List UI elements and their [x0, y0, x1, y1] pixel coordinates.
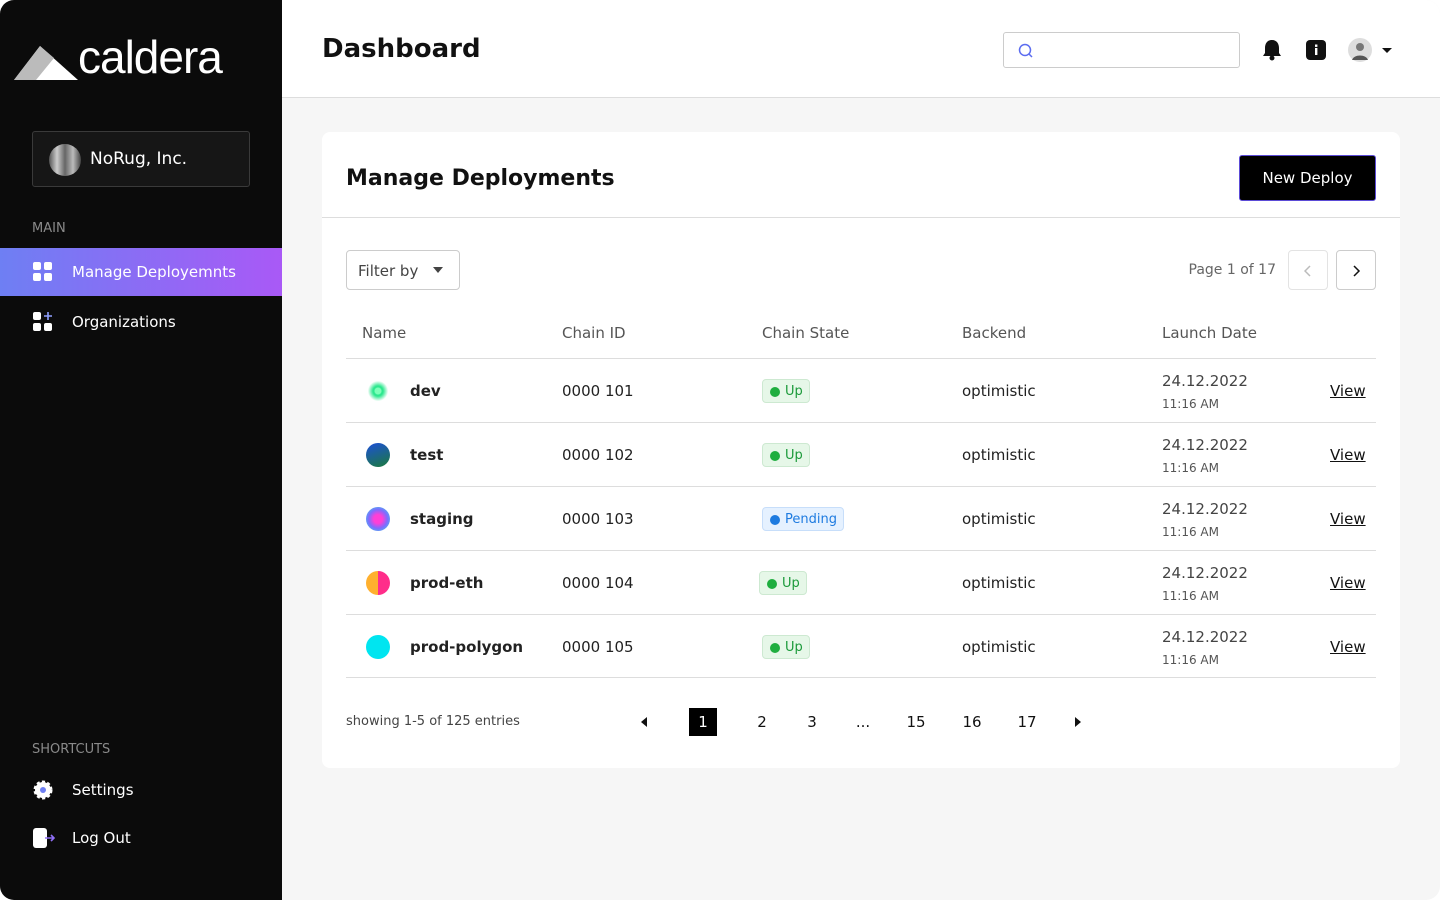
- launch-date: 24.12.2022: [1162, 372, 1248, 390]
- table-row: test 0000 102 Up optimistic 24.12.2022 11:16 …: [346, 422, 1376, 486]
- backend: optimistic: [962, 510, 1036, 528]
- page-number[interactable]: 15: [906, 713, 926, 731]
- logo-icon: [14, 46, 78, 80]
- chain-icon: [366, 443, 390, 467]
- section-label: SHORTCUTS: [32, 742, 111, 757]
- nav-item[interactable]: Organizations: [0, 298, 282, 346]
- nav-label: Organizations: [72, 313, 176, 331]
- chain-id: 0000 102: [562, 446, 634, 464]
- chain-id: 0000 104: [562, 574, 634, 592]
- deployment-name: prod-polygon: [410, 638, 524, 656]
- launch-date: 24.12.2022: [1162, 628, 1248, 646]
- launch-date: 24.12.2022: [1162, 436, 1248, 454]
- entries-summary: showing 1-5 of 125 entries: [346, 714, 520, 729]
- status-dot: [770, 387, 780, 397]
- prev-page-button[interactable]: [1288, 250, 1328, 290]
- nav-label: Settings: [72, 781, 134, 799]
- deployment-name: test: [410, 446, 444, 464]
- logo[interactable]: caldera: [78, 31, 223, 83]
- section-label: MAIN: [32, 221, 66, 236]
- divider: [346, 677, 1376, 678]
- table-row: staging 0000 103 Pending optimistic 24.12.20…: [346, 486, 1376, 550]
- page-info: Page 1 of 17: [1188, 262, 1276, 278]
- org-avatar: [49, 144, 81, 176]
- deployment-name: dev: [410, 382, 441, 400]
- nav-item[interactable]: Log Out: [0, 814, 282, 862]
- page-number[interactable]: 1: [689, 708, 717, 736]
- table-row: dev 0000 101 Up optimistic 24.12.2022 11:16 A…: [346, 358, 1376, 422]
- search-box[interactable]: [1003, 32, 1240, 68]
- filter-label: Filter by: [358, 262, 419, 280]
- chain-icon: [366, 379, 390, 403]
- table-row: prod-eth 0000 104 Up optimistic 24.12.2022 11…: [346, 550, 1376, 614]
- info-icon[interactable]: [1306, 40, 1326, 60]
- chain-id: 0000 105: [562, 638, 634, 656]
- status-dot: [770, 515, 780, 525]
- backend: optimistic: [962, 382, 1036, 400]
- org-switcher[interactable]: NoRug, Inc.: [32, 131, 250, 187]
- user-menu[interactable]: [1348, 38, 1396, 62]
- divider: [322, 217, 1400, 218]
- table-row: prod-polygon 0000 105 Up optimistic 24.12.20…: [346, 614, 1376, 678]
- launch-time: 11:16 AM: [1162, 397, 1219, 411]
- header: Dashboard: [282, 0, 1440, 98]
- new-deploy-button[interactable]: New Deploy: [1239, 155, 1376, 201]
- backend: optimistic: [962, 446, 1036, 464]
- column-header: Chain ID: [562, 324, 626, 342]
- state-badge: Up: [762, 379, 810, 403]
- page-number[interactable]: 2: [757, 713, 767, 731]
- page-number[interactable]: 3: [807, 713, 817, 731]
- column-header: Name: [362, 324, 407, 342]
- view-link[interactable]: View: [1330, 446, 1366, 464]
- deployment-name: staging: [410, 510, 474, 528]
- filter-dropdown[interactable]: Filter by: [346, 250, 460, 290]
- column-header: Launch Date: [1162, 324, 1257, 342]
- state-badge: Pending: [762, 507, 844, 531]
- pagination-prev[interactable]: [640, 716, 648, 728]
- view-link[interactable]: View: [1330, 510, 1366, 528]
- launch-time: 11:16 AM: [1162, 653, 1219, 667]
- launch-date: 24.12.2022: [1162, 564, 1248, 582]
- status-dot: [767, 579, 777, 589]
- launch-time: 11:16 AM: [1162, 525, 1219, 539]
- launch-time: 11:16 AM: [1162, 461, 1219, 475]
- chain-icon: [366, 635, 390, 659]
- next-page-button[interactable]: [1336, 250, 1376, 290]
- chain-icon: [366, 507, 390, 531]
- org-name: NoRug, Inc.: [90, 149, 188, 169]
- panel-title: Manage Deployments: [346, 166, 615, 191]
- state-badge: Up: [762, 635, 810, 659]
- page-number[interactable]: 17: [1017, 713, 1037, 731]
- nav-label: Manage Deployemnts: [72, 263, 236, 281]
- column-header: Backend: [962, 324, 1027, 342]
- view-link[interactable]: View: [1330, 638, 1366, 656]
- backend: optimistic: [962, 574, 1036, 592]
- launch-time: 11:16 AM: [1162, 589, 1219, 603]
- chain-id: 0000 101: [562, 382, 634, 400]
- page-number[interactable]: ...: [855, 713, 871, 731]
- status-dot: [770, 451, 780, 461]
- page-title: Dashboard: [322, 34, 481, 64]
- sidebar: caldera NoRug, Inc. MAIN Manage Deployem…: [0, 0, 282, 900]
- nav-label: Log Out: [72, 829, 131, 847]
- launch-date: 24.12.2022: [1162, 500, 1248, 518]
- pagination-next[interactable]: [1074, 716, 1082, 728]
- state-badge: Up: [762, 443, 810, 467]
- chain-icon: [366, 571, 390, 595]
- status-dot: [770, 643, 780, 653]
- nav-item[interactable]: Manage Deployemnts: [0, 248, 282, 296]
- view-link[interactable]: View: [1330, 574, 1366, 592]
- deployment-name: prod-eth: [410, 574, 484, 592]
- nav-item[interactable]: Settings: [0, 766, 282, 814]
- deployments-panel: Manage Deployments New Deploy Filter by …: [322, 132, 1400, 768]
- chain-id: 0000 103: [562, 510, 634, 528]
- state-badge: Up: [759, 571, 807, 595]
- backend: optimistic: [962, 638, 1036, 656]
- column-header: Chain State: [762, 324, 850, 342]
- view-link[interactable]: View: [1330, 382, 1366, 400]
- page-number[interactable]: 16: [962, 713, 982, 731]
- notification-icon[interactable]: [1262, 39, 1282, 61]
